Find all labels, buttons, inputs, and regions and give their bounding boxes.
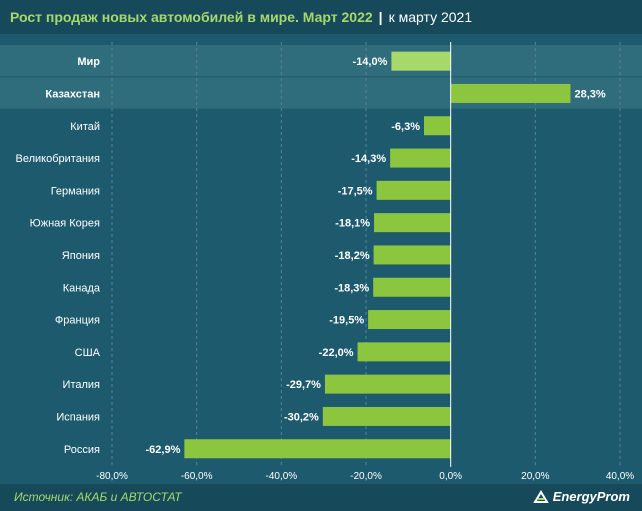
category-label-12: Россия	[64, 444, 100, 456]
x-tick-label-1: -60,0%	[181, 471, 213, 482]
value-label-3: -14,3%	[351, 153, 386, 165]
value-label-6: -18,2%	[335, 250, 370, 262]
x-tick-label-3: -20,0%	[350, 471, 382, 482]
source-note: Источник: АКАБ и АВТОСТАТ	[14, 490, 182, 504]
bar-1	[450, 83, 571, 103]
logo-text: EnergyProm	[552, 489, 630, 504]
bar-6	[373, 245, 451, 265]
logo-mark-icon	[532, 489, 549, 503]
chart-title-bar: Рост продаж новых автомобилей в мире. Ма…	[0, 0, 642, 34]
category-label-0: Мир	[77, 56, 100, 68]
value-label-12: -62,9%	[146, 444, 181, 456]
x-tick-label-5: 20,0%	[521, 471, 549, 482]
category-label-9: США	[75, 347, 101, 359]
category-label-5: Южная Корея	[30, 218, 100, 230]
bar-10	[324, 374, 451, 394]
chart-title: Рост продаж новых автомобилей в мире. Ма…	[10, 9, 373, 25]
footer: Источник: АКАБ и АВТОСТАТ EnergyProm	[0, 484, 642, 511]
bar-7	[373, 277, 451, 297]
value-label-2: -6,3%	[391, 121, 420, 133]
bar-chart: Мир -14,0% Казахстан 28,3% Китай -6,3% Великоб…	[0, 42, 642, 482]
bar-12	[184, 439, 451, 459]
x-tick-label-0: -80,0%	[96, 471, 128, 482]
energyprom-logo: EnergyProm	[532, 489, 630, 504]
bar-8	[368, 310, 451, 330]
value-label-5: -18,1%	[335, 218, 370, 230]
x-tick-label-6: 40,0%	[606, 471, 634, 482]
category-label-4: Германия	[51, 185, 100, 197]
value-label-4: -17,5%	[338, 185, 373, 197]
value-label-11: -30,2%	[284, 411, 319, 423]
bar-2	[423, 116, 451, 136]
category-label-3: Великобритания	[16, 153, 101, 165]
value-label-9: -22,0%	[319, 347, 354, 359]
bar-3	[390, 148, 451, 168]
value-label-7: -18,3%	[334, 282, 369, 294]
chart-subtitle: к марту 2021	[388, 9, 473, 25]
category-label-7: Канада	[63, 282, 101, 294]
x-tick-label-4: 0,0%	[439, 471, 462, 482]
value-label-1: 28,3%	[574, 88, 605, 100]
bar-0	[391, 51, 451, 71]
bar-4	[376, 180, 451, 200]
value-label-0: -14,0%	[353, 56, 388, 68]
x-tick-label-2: -40,0%	[265, 471, 297, 482]
bar-5	[374, 213, 451, 233]
title-separator: |	[378, 9, 383, 25]
category-label-11: Испания	[56, 411, 100, 423]
category-label-2: Китай	[70, 121, 100, 133]
bar-9	[357, 342, 451, 362]
category-label-10: Италия	[63, 379, 101, 391]
category-label-6: Япония	[62, 250, 100, 262]
value-label-8: -19,5%	[329, 315, 364, 327]
value-label-10: -29,7%	[286, 379, 321, 391]
category-label-1: Казахстан	[45, 88, 100, 100]
category-label-8: Франция	[55, 315, 100, 327]
bar-11	[322, 406, 451, 426]
